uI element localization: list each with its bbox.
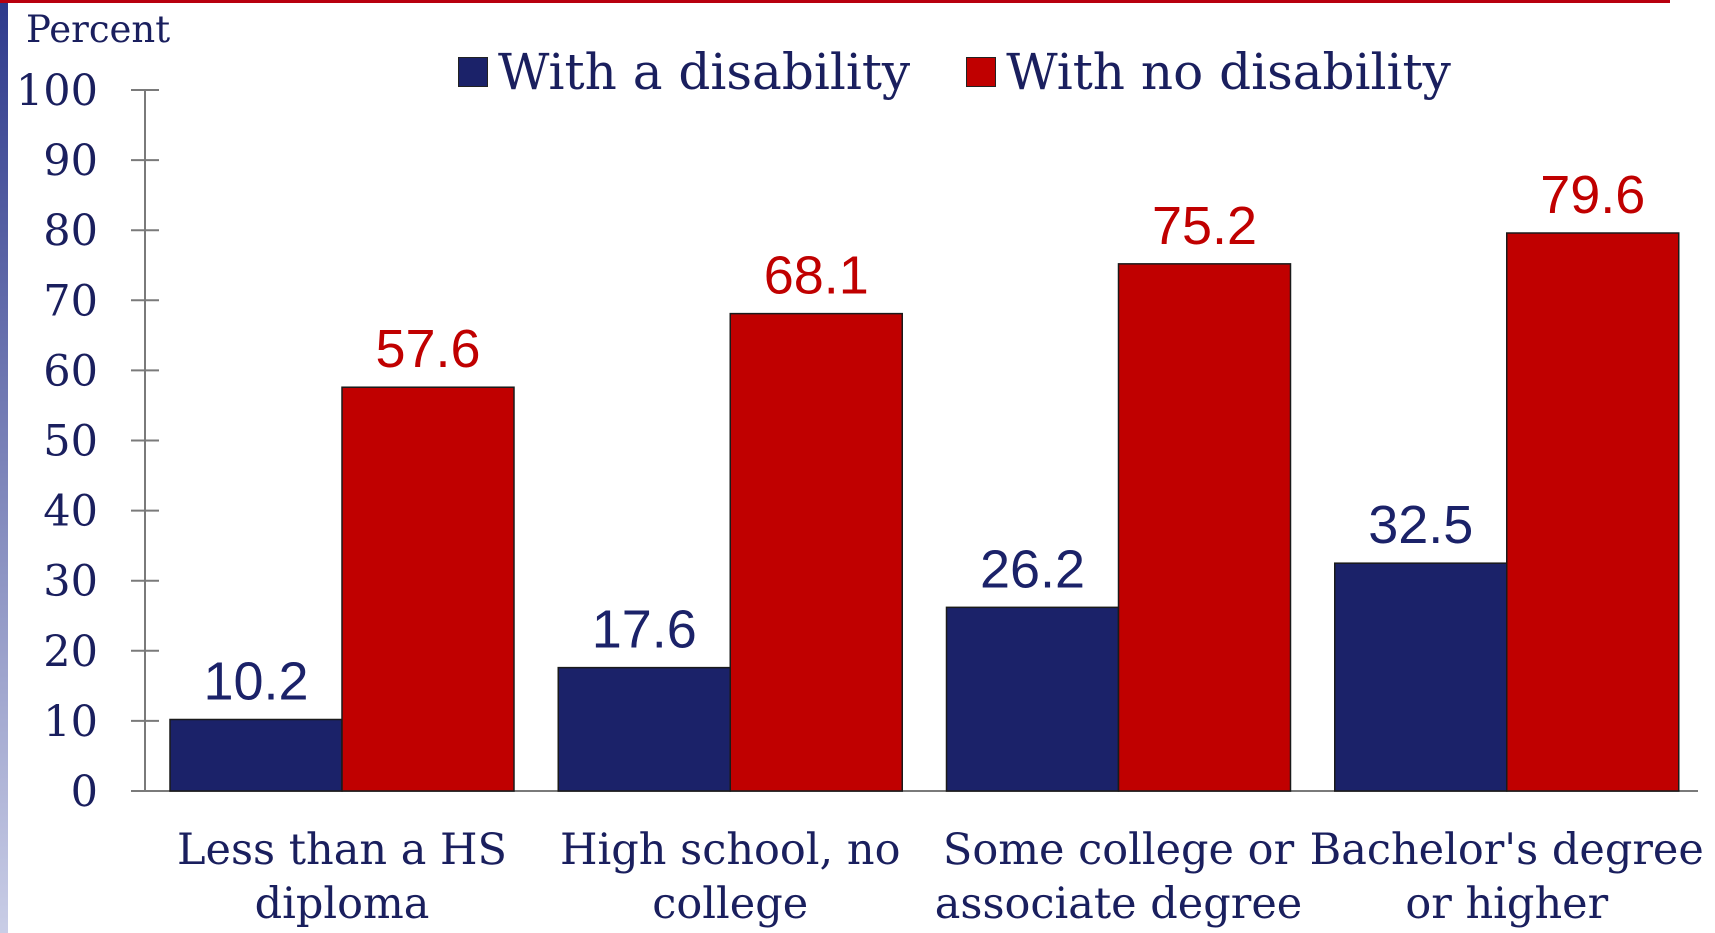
y-tick-label: 50 xyxy=(43,417,98,467)
bar-with-disability-1 xyxy=(557,666,731,792)
category-label-2-line-1: associate degree xyxy=(935,879,1302,929)
legend-item-with-disability: With a disability xyxy=(458,43,910,101)
y-tick-label: 100 xyxy=(16,66,98,116)
bars xyxy=(169,232,1680,792)
bar-no-disability-3 xyxy=(1506,232,1680,792)
legend-swatch-with-disability xyxy=(458,57,488,87)
bar-with-disability-3 xyxy=(1334,562,1508,792)
bar-no-disability-2 xyxy=(1117,263,1292,792)
bar-with-disability-0 xyxy=(169,718,343,792)
y-tick-label: 10 xyxy=(43,697,98,747)
bar-no-disability-0 xyxy=(341,386,515,792)
top-rule xyxy=(0,0,1670,3)
legend: With a disability With no disability xyxy=(458,42,1451,102)
bar-with-disability-2 xyxy=(945,606,1120,792)
value-label-with-disability-2: 26.2 xyxy=(980,539,1085,599)
category-label-3-line-1: or higher xyxy=(1405,879,1608,929)
y-tick-label: 40 xyxy=(43,487,98,537)
category-label-2-line-0: Some college or xyxy=(943,825,1295,875)
value-label-no-disability-0: 57.6 xyxy=(375,319,480,379)
y-tick-label: 80 xyxy=(43,206,98,256)
y-tick-label: 70 xyxy=(43,276,98,326)
y-tick-label: 60 xyxy=(43,346,98,396)
y-axis-label: Percent xyxy=(26,8,170,51)
legend-label-with-disability: With a disability xyxy=(498,43,911,101)
value-label-with-disability-1: 17.6 xyxy=(592,600,697,660)
value-label-no-disability-2: 75.2 xyxy=(1152,196,1257,256)
legend-swatch-no-disability xyxy=(966,57,997,87)
value-label-with-disability-3: 32.5 xyxy=(1368,495,1473,555)
y-axis: 0 10 20 30 40 50 60 70 80 90 100 xyxy=(16,66,1698,817)
legend-item-no-disability: With no disability xyxy=(966,43,1451,101)
category-label-1-line-1: college xyxy=(652,879,808,929)
bar-no-disability-1 xyxy=(729,312,903,792)
category-label-0-line-0: Less than a HS xyxy=(177,825,507,875)
value-labels: 10.2 57.6 17.6 68.1 26.2 75.2 32.5 79.6 xyxy=(203,165,1645,711)
y-tick-label: 0 xyxy=(71,767,98,817)
category-label-3-line-0: Bachelor's degree xyxy=(1310,825,1704,875)
y-tick-label: 20 xyxy=(43,627,98,677)
y-tick-label: 30 xyxy=(43,557,98,607)
category-label-1-line-0: High school, no xyxy=(560,825,900,875)
value-label-no-disability-1: 68.1 xyxy=(764,246,869,306)
value-label-no-disability-3: 79.6 xyxy=(1540,165,1645,225)
left-accent-bar xyxy=(0,0,8,933)
y-tick-label: 90 xyxy=(43,136,98,186)
value-label-with-disability-0: 10.2 xyxy=(203,651,308,711)
legend-label-no-disability: With no disability xyxy=(1006,43,1451,101)
category-label-0-line-1: diploma xyxy=(255,879,430,929)
